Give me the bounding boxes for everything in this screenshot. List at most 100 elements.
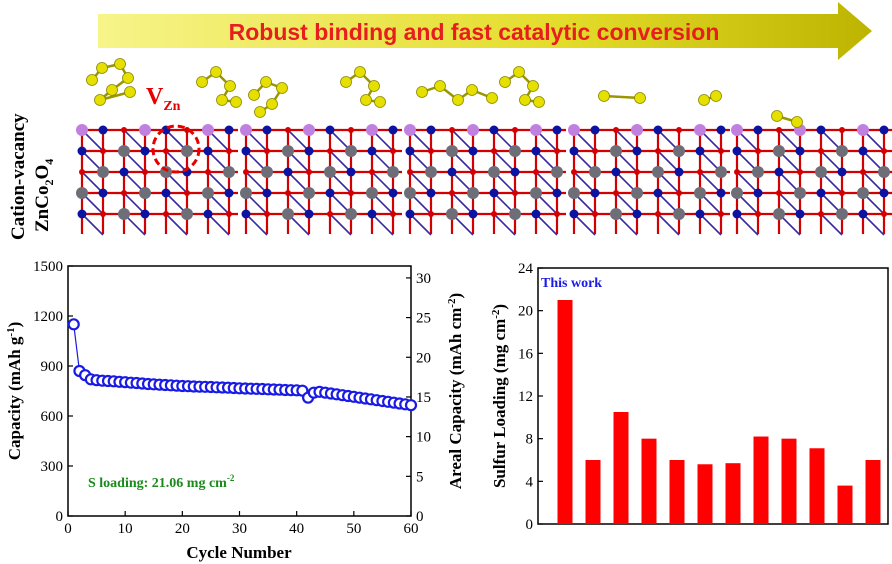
sulfur-bar — [781, 438, 797, 524]
x-tick-label: 50 — [346, 521, 361, 537]
sulfur-atom — [368, 80, 380, 92]
atom — [732, 146, 742, 156]
sulfur-atom — [360, 94, 372, 106]
atom — [695, 209, 705, 219]
atom — [552, 125, 562, 135]
sulfur-atom — [513, 66, 525, 78]
structure-panel — [240, 66, 402, 236]
sulfur-atom — [533, 96, 545, 108]
atom — [202, 187, 214, 199]
sulfur-atom — [224, 80, 236, 92]
atom — [552, 188, 562, 198]
atom — [181, 208, 193, 220]
atom — [118, 208, 130, 220]
atom — [404, 124, 416, 136]
atom — [631, 124, 643, 136]
svg-text:Capacity (mAh g-1): Capacity (mAh g-1) — [5, 322, 24, 461]
atom — [118, 145, 130, 157]
svg-text:VZn: VZn — [146, 84, 181, 114]
bar-series — [557, 300, 881, 524]
cycling-series — [67, 318, 418, 412]
atom — [367, 209, 377, 219]
atom — [390, 211, 396, 217]
atom — [428, 148, 434, 154]
y2-tick-label: 10 — [416, 430, 431, 446]
atom — [446, 145, 458, 157]
cycling-annotation: S loading: 21.06 mg cm-2 — [88, 473, 235, 491]
atom — [282, 208, 294, 220]
side-label-line2: ZnCo — [32, 186, 53, 232]
sulfur-atom — [248, 89, 260, 101]
atom — [634, 169, 640, 175]
atom — [731, 187, 743, 199]
y2-tick-label: 0 — [416, 509, 424, 525]
atom — [489, 125, 499, 135]
atom — [673, 145, 685, 157]
sulfur-atom — [94, 94, 106, 106]
atom — [879, 125, 889, 135]
sulfur-bar — [753, 436, 769, 524]
structure-panel — [731, 110, 892, 236]
vacancy-sub: Zn — [163, 99, 180, 114]
atom — [285, 190, 291, 196]
sulfur-bar — [613, 412, 629, 524]
atom — [613, 127, 619, 133]
atom — [161, 188, 171, 198]
atom — [530, 124, 542, 136]
atom — [776, 190, 782, 196]
atom — [491, 148, 497, 154]
sulfur-bar — [557, 300, 573, 524]
atom — [815, 166, 827, 178]
atom — [163, 148, 169, 154]
atom — [512, 127, 518, 133]
bar-y-tick-label: 24 — [518, 261, 534, 277]
atom — [491, 211, 497, 217]
y-tick-label: 300 — [41, 459, 64, 475]
atom — [676, 127, 682, 133]
x-tick-label: 60 — [404, 521, 419, 537]
y2-tick-label: 20 — [416, 350, 431, 366]
sulfur-atom — [260, 76, 272, 88]
atom — [716, 188, 726, 198]
atom — [839, 127, 845, 133]
atom — [366, 124, 378, 136]
sulfur-atom — [86, 74, 98, 86]
atom — [837, 167, 847, 177]
atom — [223, 166, 235, 178]
atom — [655, 148, 661, 154]
atom — [264, 148, 270, 154]
sulfur-atom — [196, 76, 208, 88]
atom — [755, 148, 761, 154]
structure-panels — [76, 58, 892, 236]
sulfur-bar — [809, 448, 825, 524]
atom — [226, 211, 232, 217]
y-tick-label: 1200 — [33, 309, 63, 325]
atom — [697, 169, 703, 175]
atom — [77, 209, 87, 219]
sulfur-bar — [641, 438, 657, 524]
structure-panel — [404, 66, 566, 236]
atom — [836, 208, 848, 220]
atom — [611, 167, 621, 177]
y-tick-label: 600 — [41, 409, 64, 425]
sulfur-atom — [122, 72, 134, 84]
atom — [348, 190, 354, 196]
sulfur-atom — [710, 90, 722, 102]
sulfur-atom — [266, 98, 278, 110]
x-tick-label: 20 — [175, 521, 190, 537]
atom — [857, 187, 869, 199]
atom — [569, 146, 579, 156]
atom — [773, 145, 785, 157]
banner-arrow-shape — [98, 2, 872, 60]
cycling-y-label: Capacity (mAh g-1) — [5, 322, 24, 461]
atom — [797, 169, 803, 175]
atom — [632, 209, 642, 219]
atom — [816, 125, 826, 135]
atom — [592, 148, 598, 154]
atom — [613, 190, 619, 196]
bar-y-tick-label: 16 — [518, 346, 534, 362]
sulfur-atom — [466, 84, 478, 96]
sulfur-atom — [254, 106, 266, 118]
cycle-point — [404, 399, 418, 412]
sulfur-bar — [585, 460, 601, 524]
